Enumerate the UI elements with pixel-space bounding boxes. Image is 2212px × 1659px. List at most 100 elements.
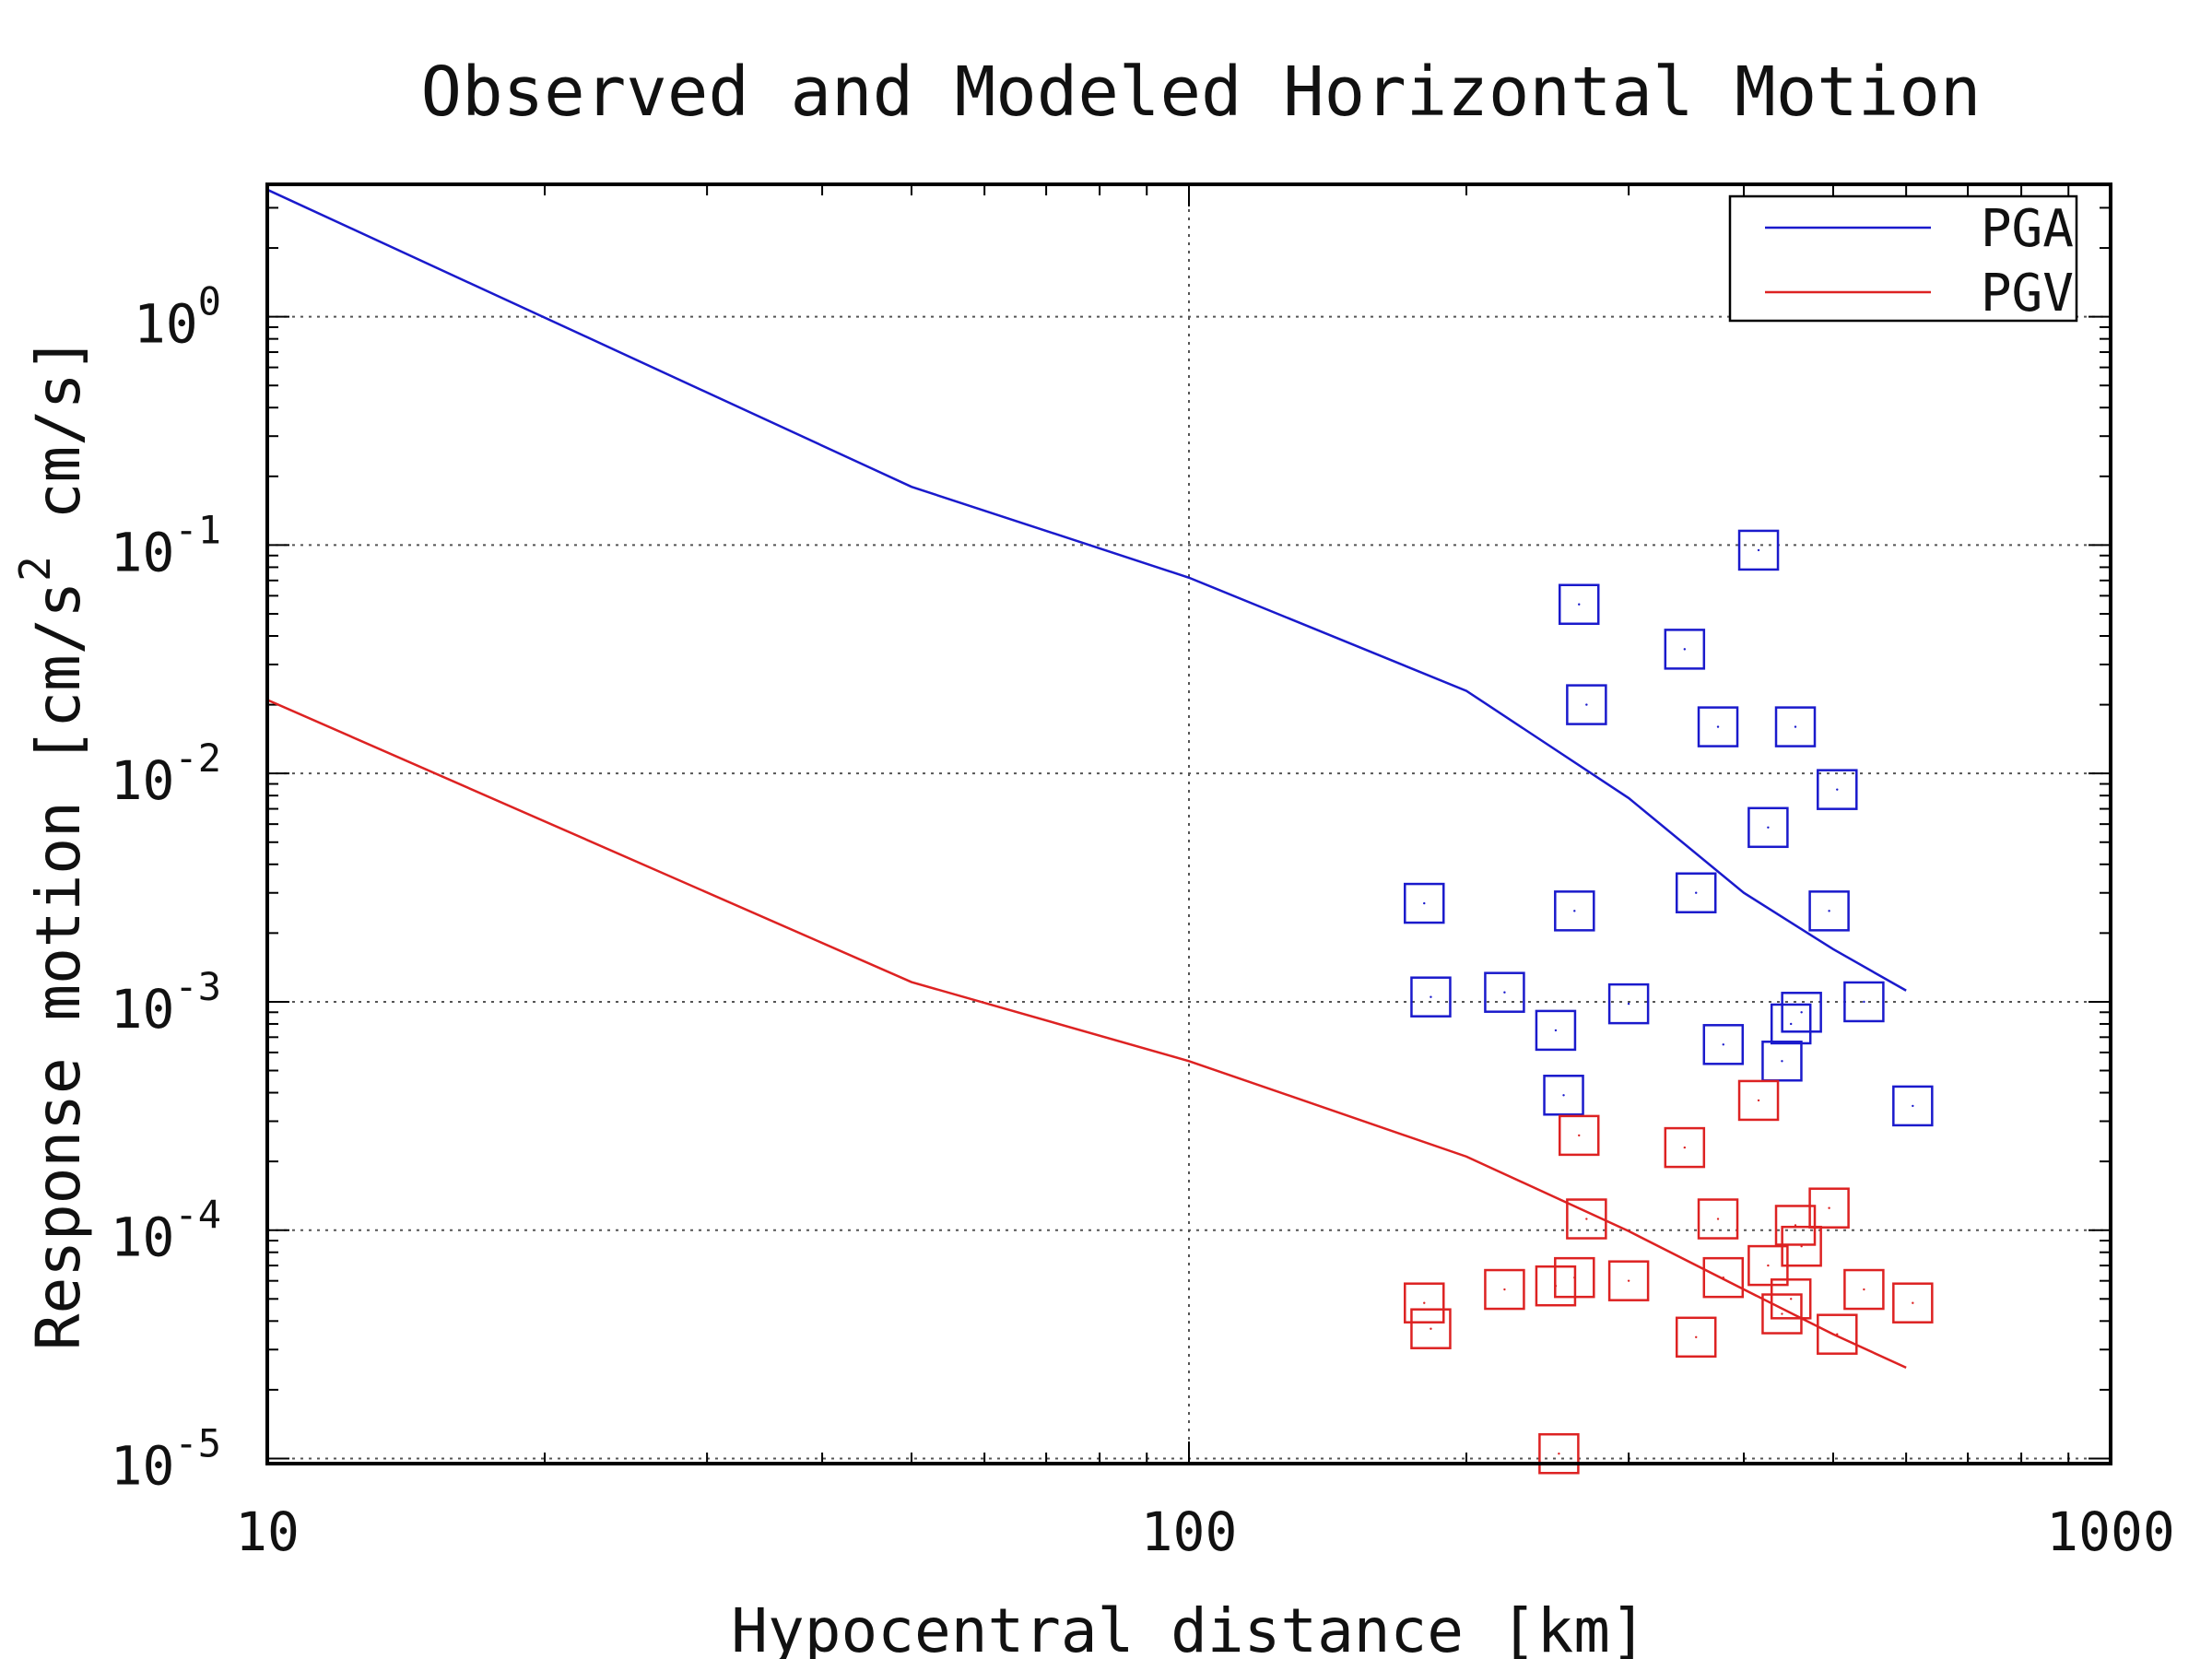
pga-observed-point xyxy=(1722,1043,1724,1046)
pgv-observed-marker xyxy=(1737,1079,1780,1122)
pgv-observed-point xyxy=(1781,1312,1783,1315)
pgv-observed-point xyxy=(1430,1327,1432,1330)
pgv-observed-marker xyxy=(1702,1256,1745,1299)
pga-observed-marker xyxy=(1761,1041,1803,1082)
y-tick-base: 10 xyxy=(111,1434,175,1497)
pga-observed-marker xyxy=(1535,1009,1577,1052)
pgv-observed-point xyxy=(1695,1335,1698,1338)
pga-observed-point xyxy=(1430,995,1432,998)
pgv-observed-marker xyxy=(1761,1293,1803,1335)
x-tick-label: 10 xyxy=(235,1500,300,1563)
pga-observed-marker xyxy=(1808,890,1850,932)
pgv-observed-marker xyxy=(1675,1316,1717,1359)
y-tick-base: 10 xyxy=(111,978,175,1041)
pgv-observed-point xyxy=(1683,1146,1687,1149)
pga-observed-marker xyxy=(1664,629,1706,670)
y-tick-base: 10 xyxy=(111,749,175,812)
pga-observed-marker xyxy=(1404,882,1445,924)
pgv-observed-marker xyxy=(1538,1432,1580,1475)
pgv-observed-marker xyxy=(1770,1278,1812,1320)
pgv-observed-marker xyxy=(1558,1114,1600,1157)
pga-observed-marker xyxy=(1675,872,1717,913)
x-axis-label: Hypocentral distance [km] xyxy=(731,1595,1646,1659)
y-tick-exponent: -5 xyxy=(174,1420,221,1465)
pgv-observed-marker xyxy=(1484,1268,1525,1311)
pga-observed-point xyxy=(1757,548,1760,552)
y-axis-label: Response motion [cm/s2 cm/s] xyxy=(10,336,94,1351)
pgv-observed-point xyxy=(1767,1264,1770,1267)
y-axis-label-prefix: Response motion [cm/s xyxy=(23,582,94,1350)
legend-label-pgv: PGV xyxy=(1981,264,2074,324)
pga-observed-marker xyxy=(1817,769,1858,810)
pgv-observed-point xyxy=(1573,1276,1576,1279)
x-tick-labels: 10 100 1000 xyxy=(235,1500,2175,1563)
pgv-observed-point xyxy=(1627,1279,1630,1282)
pga-observed-marker xyxy=(1558,583,1600,625)
pgv-observed-marker xyxy=(1808,1187,1850,1229)
pga-observed-point xyxy=(1683,648,1687,651)
y-tick-exponent: -2 xyxy=(174,735,221,781)
pgv-observed-point xyxy=(1503,1288,1506,1291)
pgv-observed-point xyxy=(1722,1276,1724,1279)
pgv-observed-marker xyxy=(1607,1260,1650,1301)
pgv-observed-marker xyxy=(1774,1205,1817,1246)
y-tick-label: 100 xyxy=(134,279,221,356)
pgv-observed-point xyxy=(1863,1288,1865,1291)
pga-observed-marker xyxy=(1892,1085,1934,1127)
pga-observed-point xyxy=(1585,703,1588,706)
y-tick-base: 10 xyxy=(111,1206,175,1269)
y-tick-label: 10-1 xyxy=(111,507,221,583)
pga-observed-marker xyxy=(1607,982,1650,1025)
y-tick-exponent: -1 xyxy=(174,507,221,552)
pga-observed-point xyxy=(1716,725,1720,728)
pgv-observed-point xyxy=(1836,1333,1839,1335)
pga-observed-point xyxy=(1781,1060,1783,1063)
pga-observed-marker xyxy=(1843,981,1885,1023)
plot-frame xyxy=(265,182,2112,1465)
pga-observed-point xyxy=(1573,910,1576,912)
y-tick-label: 10-5 xyxy=(111,1420,221,1497)
pgv-observed-point xyxy=(1585,1218,1588,1220)
pga-observed-point xyxy=(1828,910,1830,912)
y-tick-base: 10 xyxy=(111,521,175,583)
pga-observed-marker xyxy=(1781,992,1822,1033)
pga-observed-point xyxy=(1503,991,1506,994)
pgv-observed-marker xyxy=(1843,1268,1885,1311)
pga-observed-marker xyxy=(1747,806,1789,849)
pgv-observed-point xyxy=(1828,1206,1830,1209)
pgv-observed-point xyxy=(1716,1218,1720,1220)
pga-observed-marker xyxy=(1554,890,1595,932)
observed-markers xyxy=(1404,529,1934,1475)
pga-observed-marker xyxy=(1410,976,1452,1018)
legend-box xyxy=(1728,194,2078,323)
x-tick-label: 100 xyxy=(1141,1500,1238,1563)
pga-observed-point xyxy=(1562,1094,1565,1097)
y-axis-label-suffix: cm/s] xyxy=(23,336,94,556)
pgv-observed-marker xyxy=(1566,1198,1607,1240)
pga-observed-marker xyxy=(1770,1003,1812,1045)
pga-observed-point xyxy=(1790,1022,1793,1026)
pgv-observed-marker xyxy=(1817,1313,1858,1355)
pgv-observed-point xyxy=(1423,1301,1426,1304)
series-line-pga xyxy=(266,188,1907,992)
pgv-observed-marker xyxy=(1781,1225,1822,1267)
legend-label-pga: PGA xyxy=(1981,199,2074,259)
pgv-observed-point xyxy=(1578,1134,1581,1137)
x-tick-label: 1000 xyxy=(2046,1500,2175,1563)
chart-title: Observed and Modeled Horizontal Motion xyxy=(421,53,1982,132)
pga-observed-point xyxy=(1578,603,1581,606)
pga-observed-point xyxy=(1554,1029,1558,1032)
y-tick-label: 10-3 xyxy=(111,964,221,1041)
y-axis-label-superscript: 2 xyxy=(10,556,60,582)
pga-observed-marker xyxy=(1774,706,1817,747)
pga-observed-point xyxy=(1800,1011,1803,1014)
pga-observed-point xyxy=(1767,826,1770,829)
pga-observed-point xyxy=(1695,891,1698,894)
pgv-observed-marker xyxy=(1664,1126,1706,1169)
pga-observed-marker xyxy=(1737,529,1780,571)
pga-observed-marker xyxy=(1543,1075,1584,1116)
pga-observed-marker xyxy=(1484,971,1525,1013)
y-tick-label: 10-2 xyxy=(111,735,221,812)
